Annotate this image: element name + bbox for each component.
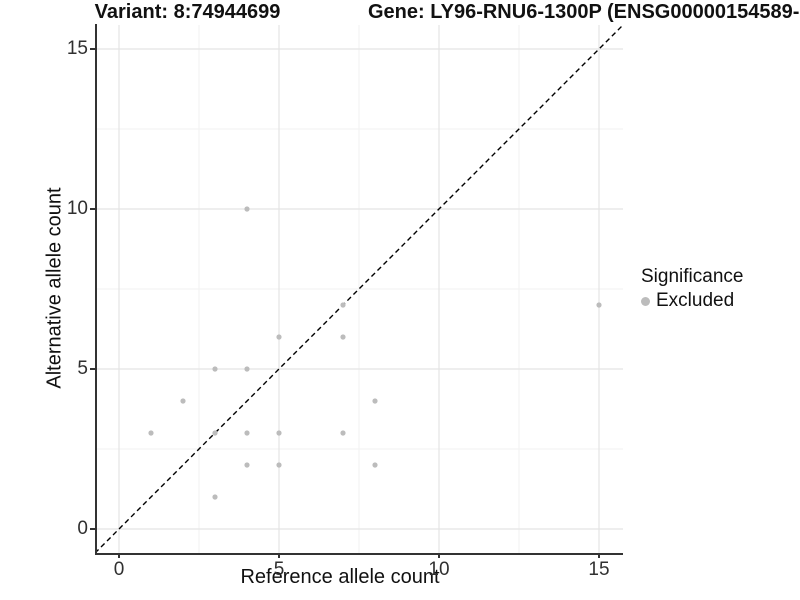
data-point [276, 334, 282, 340]
y-tick-label: 0 [77, 518, 88, 539]
y-tick-mark [90, 368, 95, 370]
variant-title: Variant: 8:74944699 [94, 1, 281, 23]
y-tick-mark [90, 528, 95, 530]
x-tick-mark [438, 553, 440, 558]
x-tick-label: 15 [588, 559, 610, 580]
data-point [276, 462, 282, 468]
legend: Significance Excluded [641, 266, 743, 312]
data-point [244, 430, 250, 436]
y-tick-mark [90, 48, 95, 50]
data-point [212, 494, 218, 500]
excluded-point-icon [641, 296, 650, 306]
legend-title: Significance [641, 266, 744, 287]
data-point [276, 430, 282, 436]
x-tick-mark [278, 553, 280, 558]
x-tick-label: 0 [113, 559, 125, 580]
plot-panel [95, 25, 623, 553]
data-point [212, 366, 218, 372]
data-point [148, 430, 154, 436]
identity-line [95, 25, 623, 553]
x-tick-mark [118, 553, 120, 558]
y-tick-label: 15 [66, 38, 88, 59]
legend-item-excluded: Excluded [641, 290, 743, 312]
x-tick-label: 10 [428, 559, 450, 580]
data-point [340, 334, 346, 340]
x-tick-mark [598, 553, 600, 558]
x-axis-line [94, 553, 623, 555]
data-point [372, 398, 378, 404]
y-tick-mark [90, 208, 95, 210]
data-point [340, 302, 346, 308]
y-axis-line [94, 24, 97, 555]
data-point [340, 430, 346, 436]
data-point [596, 302, 602, 308]
y-tick-label: 10 [66, 198, 88, 219]
data-point [180, 398, 186, 404]
data-point [244, 366, 250, 372]
x-tick-label: 5 [273, 559, 285, 580]
y-tick-label: 5 [77, 358, 88, 379]
data-point [244, 462, 250, 468]
gene-title: Gene: LY96-RNU6-1300P (ENSG00000154589- [368, 1, 800, 23]
plot-canvas [95, 25, 623, 553]
legend-item-label: Excluded [656, 290, 735, 311]
data-point [372, 462, 378, 468]
data-point [212, 430, 218, 436]
x-axis-title: Reference allele count [240, 566, 440, 588]
data-point [244, 206, 250, 212]
